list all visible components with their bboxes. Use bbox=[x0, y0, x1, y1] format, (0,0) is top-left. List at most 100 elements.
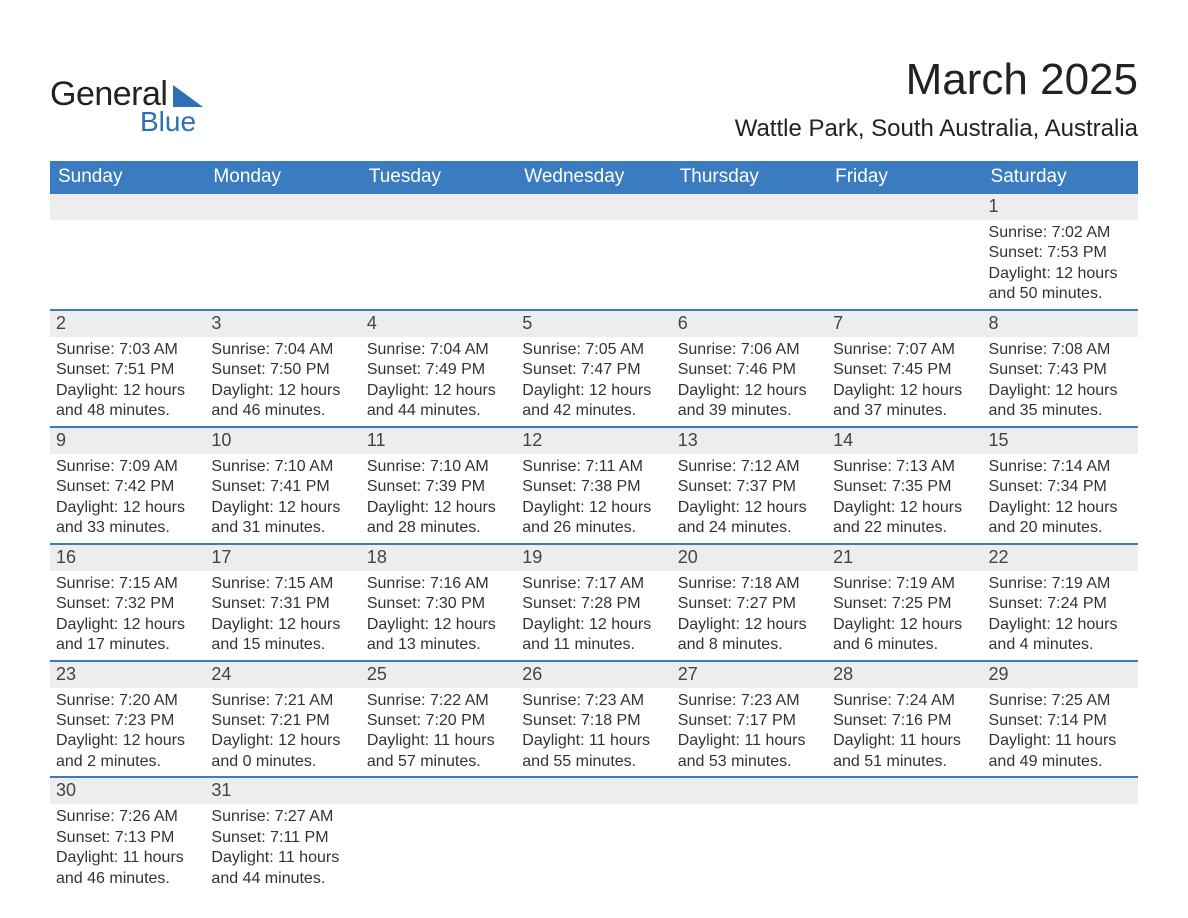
day-number: 14 bbox=[827, 428, 982, 454]
sunset-text: Sunset: 7:11 PM bbox=[211, 828, 356, 848]
sunset-text: Sunset: 7:16 PM bbox=[833, 711, 978, 731]
day-number: 15 bbox=[983, 428, 1138, 454]
day-detail-cell: Sunrise: 7:23 AMSunset: 7:17 PMDaylight:… bbox=[672, 688, 827, 778]
daylight-text: Daylight: 12 hours and 6 minutes. bbox=[833, 615, 978, 656]
day-detail-cell: Sunrise: 7:23 AMSunset: 7:18 PMDaylight:… bbox=[516, 688, 671, 778]
sunrise-text: Sunrise: 7:12 AM bbox=[678, 457, 823, 477]
sunrise-text: Sunrise: 7:15 AM bbox=[56, 574, 201, 594]
day-number bbox=[361, 778, 516, 804]
sunset-text: Sunset: 7:46 PM bbox=[678, 360, 823, 380]
sunrise-text: Sunrise: 7:18 AM bbox=[678, 574, 823, 594]
day-detail-cell bbox=[827, 220, 982, 310]
daylight-text: Daylight: 12 hours and 37 minutes. bbox=[833, 381, 978, 422]
day-detail-cell: Sunrise: 7:16 AMSunset: 7:30 PMDaylight:… bbox=[361, 571, 516, 661]
day-num-cell: 30 bbox=[50, 777, 205, 804]
sunrise-text: Sunrise: 7:10 AM bbox=[211, 457, 356, 477]
week-num-row: 16171819202122 bbox=[50, 544, 1138, 571]
day-detail-cell bbox=[827, 804, 982, 893]
daylight-text: Daylight: 12 hours and 31 minutes. bbox=[211, 498, 356, 539]
day-detail-cell: Sunrise: 7:22 AMSunset: 7:20 PMDaylight:… bbox=[361, 688, 516, 778]
day-num-cell: 14 bbox=[827, 427, 982, 454]
sunrise-text: Sunrise: 7:26 AM bbox=[56, 807, 201, 827]
sunset-text: Sunset: 7:37 PM bbox=[678, 477, 823, 497]
day-detail-cell: Sunrise: 7:12 AMSunset: 7:37 PMDaylight:… bbox=[672, 454, 827, 544]
logo-triangle-icon bbox=[173, 85, 203, 107]
day-number: 20 bbox=[672, 545, 827, 571]
day-num-cell: 24 bbox=[205, 661, 360, 688]
day-number: 5 bbox=[516, 311, 671, 337]
day-num-cell: 8 bbox=[983, 310, 1138, 337]
day-detail-cell bbox=[361, 220, 516, 310]
daylight-text: Daylight: 12 hours and 39 minutes. bbox=[678, 381, 823, 422]
day-number: 10 bbox=[205, 428, 360, 454]
week-detail-row: Sunrise: 7:15 AMSunset: 7:32 PMDaylight:… bbox=[50, 571, 1138, 661]
daylight-text: Daylight: 11 hours and 49 minutes. bbox=[989, 731, 1134, 772]
sunset-text: Sunset: 7:14 PM bbox=[989, 711, 1134, 731]
day-number: 13 bbox=[672, 428, 827, 454]
sunrise-text: Sunrise: 7:15 AM bbox=[211, 574, 356, 594]
day-header-sat: Saturday bbox=[983, 161, 1138, 194]
day-num-cell: 19 bbox=[516, 544, 671, 571]
day-detail-cell bbox=[983, 804, 1138, 893]
day-number: 6 bbox=[672, 311, 827, 337]
day-num-cell: 9 bbox=[50, 427, 205, 454]
day-detail-cell bbox=[672, 220, 827, 310]
sunrise-text: Sunrise: 7:24 AM bbox=[833, 691, 978, 711]
day-num-cell: 4 bbox=[361, 310, 516, 337]
daylight-text: Daylight: 12 hours and 26 minutes. bbox=[522, 498, 667, 539]
sunrise-text: Sunrise: 7:23 AM bbox=[522, 691, 667, 711]
sunset-text: Sunset: 7:53 PM bbox=[989, 243, 1134, 263]
sunrise-text: Sunrise: 7:02 AM bbox=[989, 223, 1134, 243]
day-num-cell: 15 bbox=[983, 427, 1138, 454]
day-number: 12 bbox=[516, 428, 671, 454]
day-num-cell: 23 bbox=[50, 661, 205, 688]
sunset-text: Sunset: 7:25 PM bbox=[833, 594, 978, 614]
logo: General Blue bbox=[50, 55, 203, 138]
sunrise-text: Sunrise: 7:19 AM bbox=[833, 574, 978, 594]
week-num-row: 23242526272829 bbox=[50, 661, 1138, 688]
day-number bbox=[983, 778, 1138, 804]
daylight-text: Daylight: 12 hours and 42 minutes. bbox=[522, 381, 667, 422]
day-num-cell bbox=[361, 194, 516, 220]
sunset-text: Sunset: 7:38 PM bbox=[522, 477, 667, 497]
calendar-header-row: Sunday Monday Tuesday Wednesday Thursday… bbox=[50, 161, 1138, 194]
day-number bbox=[672, 778, 827, 804]
day-detail-cell: Sunrise: 7:02 AMSunset: 7:53 PMDaylight:… bbox=[983, 220, 1138, 310]
sunset-text: Sunset: 7:34 PM bbox=[989, 477, 1134, 497]
sunset-text: Sunset: 7:18 PM bbox=[522, 711, 667, 731]
day-num-cell: 27 bbox=[672, 661, 827, 688]
day-number bbox=[205, 194, 360, 220]
sunrise-text: Sunrise: 7:08 AM bbox=[989, 340, 1134, 360]
day-num-cell: 29 bbox=[983, 661, 1138, 688]
location-subtitle: Wattle Park, South Australia, Australia bbox=[735, 115, 1138, 143]
day-num-cell bbox=[205, 194, 360, 220]
calendar-body: 1 Sunrise: 7:02 AMSunset: 7:53 PMDayligh… bbox=[50, 194, 1138, 893]
day-detail-cell: Sunrise: 7:11 AMSunset: 7:38 PMDaylight:… bbox=[516, 454, 671, 544]
week-detail-row: Sunrise: 7:03 AMSunset: 7:51 PMDaylight:… bbox=[50, 337, 1138, 427]
day-num-cell: 3 bbox=[205, 310, 360, 337]
day-number bbox=[827, 778, 982, 804]
week-detail-row: Sunrise: 7:02 AMSunset: 7:53 PMDaylight:… bbox=[50, 220, 1138, 310]
sunrise-text: Sunrise: 7:13 AM bbox=[833, 457, 978, 477]
day-num-cell bbox=[827, 777, 982, 804]
sunset-text: Sunset: 7:45 PM bbox=[833, 360, 978, 380]
day-detail-cell: Sunrise: 7:10 AMSunset: 7:41 PMDaylight:… bbox=[205, 454, 360, 544]
daylight-text: Daylight: 12 hours and 15 minutes. bbox=[211, 615, 356, 656]
day-detail-cell bbox=[672, 804, 827, 893]
daylight-text: Daylight: 12 hours and 13 minutes. bbox=[367, 615, 512, 656]
day-header-wed: Wednesday bbox=[516, 161, 671, 194]
logo-text-blue: Blue bbox=[50, 106, 203, 138]
day-number: 28 bbox=[827, 662, 982, 688]
daylight-text: Daylight: 11 hours and 44 minutes. bbox=[211, 848, 356, 889]
day-detail-cell: Sunrise: 7:10 AMSunset: 7:39 PMDaylight:… bbox=[361, 454, 516, 544]
daylight-text: Daylight: 11 hours and 46 minutes. bbox=[56, 848, 201, 889]
day-num-cell bbox=[516, 777, 671, 804]
day-detail-cell: Sunrise: 7:24 AMSunset: 7:16 PMDaylight:… bbox=[827, 688, 982, 778]
sunset-text: Sunset: 7:20 PM bbox=[367, 711, 512, 731]
day-number: 19 bbox=[516, 545, 671, 571]
day-header-tue: Tuesday bbox=[361, 161, 516, 194]
day-detail-cell: Sunrise: 7:07 AMSunset: 7:45 PMDaylight:… bbox=[827, 337, 982, 427]
day-number: 7 bbox=[827, 311, 982, 337]
day-num-cell: 11 bbox=[361, 427, 516, 454]
day-detail-cell: Sunrise: 7:15 AMSunset: 7:31 PMDaylight:… bbox=[205, 571, 360, 661]
